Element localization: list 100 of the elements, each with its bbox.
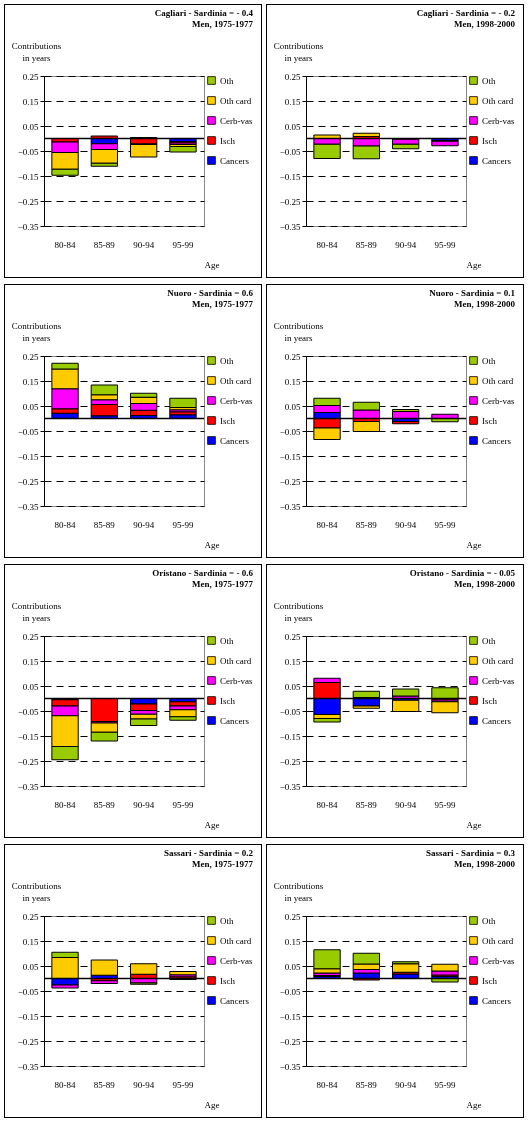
y-tick-label: 0.15 <box>284 376 301 387</box>
y-tick-label: −0.05 <box>17 986 39 997</box>
y-tick-label: −0.25 <box>17 756 39 767</box>
x-axis-title: Age <box>466 259 482 270</box>
x-tick-label: 90-94 <box>395 519 417 530</box>
legend-label: Isch <box>482 695 498 706</box>
y-tick-label: 0.05 <box>22 121 39 132</box>
x-tick-label: 95-99 <box>434 239 456 250</box>
chart-title: Oristano - Sardinia = - 0.6 <box>152 568 254 578</box>
legend-label: Cerb-vas <box>482 955 515 966</box>
x-tick-label: 95-99 <box>172 519 194 530</box>
x-tick-label: 85-89 <box>93 239 116 250</box>
x-tick-label: 90-94 <box>395 239 417 250</box>
x-tick-label: 90-94 <box>133 799 155 810</box>
y-tick-label: −0.35 <box>279 501 301 512</box>
legend-label: Isch <box>220 975 236 986</box>
legend-label: Cancers <box>482 155 512 166</box>
x-axis-title: Age <box>204 1099 220 1110</box>
y-tick-label: −0.15 <box>17 731 39 742</box>
y-axis-title: Contributions in years <box>273 40 324 63</box>
y-tick-label: −0.05 <box>17 146 39 157</box>
y-tick-label: 0.05 <box>284 401 301 412</box>
legend-label: Oth <box>220 915 234 926</box>
x-tick-label: 80-84 <box>54 239 77 250</box>
y-tick-label: 0.15 <box>284 936 301 947</box>
legend-label: Oth <box>220 355 234 366</box>
x-tick-label: 95-99 <box>172 799 194 810</box>
y-tick-label: −0.35 <box>279 1061 301 1072</box>
x-tick-label: 80-84 <box>316 799 339 810</box>
x-tick-label: 95-99 <box>434 519 456 530</box>
text: Men, 1998-2000 <box>454 299 516 309</box>
legend-label: Oth <box>220 635 234 646</box>
y-tick-label: −0.05 <box>279 146 301 157</box>
x-tick-label: 85-89 <box>355 239 378 250</box>
y-tick-label: 0.05 <box>284 681 301 692</box>
y-tick-label: 0.05 <box>284 121 301 132</box>
legend-label: Oth <box>482 635 496 646</box>
legend-label: Oth card <box>482 375 514 386</box>
legend-label: Oth card <box>220 375 252 386</box>
x-tick-label: 80-84 <box>54 519 77 530</box>
x-axis-title: Age <box>204 259 220 270</box>
legend-label: Cerb-vas <box>220 115 253 126</box>
chart-title: Cagliari - Sardinia = - 0.4 <box>154 8 254 18</box>
legend-label: Isch <box>220 695 236 706</box>
legend-label: Isch <box>220 135 236 146</box>
chart-title: Cagliari - Sardinia = - 0.2 <box>416 8 516 18</box>
legend-label: Oth <box>482 915 496 926</box>
y-tick-label: 0.15 <box>22 936 39 947</box>
chart-title: Sassari - Sardinia = 0.3 <box>426 848 516 858</box>
y-tick-label: 0.25 <box>22 351 39 362</box>
y-tick-label: −0.05 <box>17 706 39 717</box>
x-tick-label: 95-99 <box>172 1079 194 1090</box>
legend-label: Oth card <box>482 95 514 106</box>
x-tick-label: 85-89 <box>355 1079 378 1090</box>
y-tick-label: −0.35 <box>17 781 39 792</box>
y-tick-label: 0.15 <box>22 656 39 667</box>
legend-label: Cancers <box>220 715 250 726</box>
y-tick-label: 0.25 <box>22 631 39 642</box>
y-axis-title: Contributions in years <box>273 320 324 343</box>
text: Men, 1975-1977 <box>192 579 254 589</box>
x-tick-label: 80-84 <box>54 1079 77 1090</box>
text: Men, 1975-1977 <box>192 859 254 869</box>
y-tick-label: −0.15 <box>17 1011 39 1022</box>
y-tick-label: 0.25 <box>22 911 39 922</box>
text: Men, 1975-1977 <box>192 19 254 29</box>
legend-label: Oth <box>220 75 234 86</box>
y-tick-label: −0.05 <box>279 426 301 437</box>
x-tick-label: 90-94 <box>133 519 155 530</box>
y-tick-label: −0.05 <box>279 986 301 997</box>
text: Men, 1998-2000 <box>454 19 516 29</box>
legend-label: Cerb-vas <box>482 675 515 686</box>
legend-label: Cerb-vas <box>220 955 253 966</box>
x-tick-label: 80-84 <box>54 799 77 810</box>
x-tick-label: 95-99 <box>434 1079 456 1090</box>
legend-label: Cerb-vas <box>220 395 253 406</box>
x-tick-label: 80-84 <box>316 1079 339 1090</box>
legend-label: Oth card <box>482 655 514 666</box>
legend-label: Cancers <box>482 715 512 726</box>
y-tick-label: −0.15 <box>279 1011 301 1022</box>
legend-label: Isch <box>482 415 498 426</box>
legend-label: Isch <box>482 975 498 986</box>
y-tick-label: 0.25 <box>284 911 301 922</box>
legend-label: Cancers <box>220 155 250 166</box>
chart-title: Sassari - Sardinia = 0.2 <box>164 848 254 858</box>
y-tick-label: 0.05 <box>22 681 39 692</box>
x-tick-label: 85-89 <box>355 519 378 530</box>
text: Men, 1998-2000 <box>454 859 516 869</box>
y-tick-label: 0.05 <box>22 401 39 412</box>
chart-title: Oristano - Sardinia = - 0.05 <box>409 568 516 578</box>
x-tick-label: 80-84 <box>316 239 339 250</box>
y-tick-label: −0.35 <box>17 501 39 512</box>
y-tick-label: −0.35 <box>17 1061 39 1072</box>
x-tick-label: 85-89 <box>355 799 378 810</box>
y-tick-label: 0.25 <box>284 631 301 642</box>
legend-label: Oth <box>482 75 496 86</box>
legend-label: Cancers <box>220 435 250 446</box>
y-tick-label: −0.35 <box>279 221 301 232</box>
y-tick-label: 0.05 <box>284 961 301 972</box>
y-tick-label: −0.25 <box>17 196 39 207</box>
y-tick-label: −0.25 <box>17 1036 39 1047</box>
